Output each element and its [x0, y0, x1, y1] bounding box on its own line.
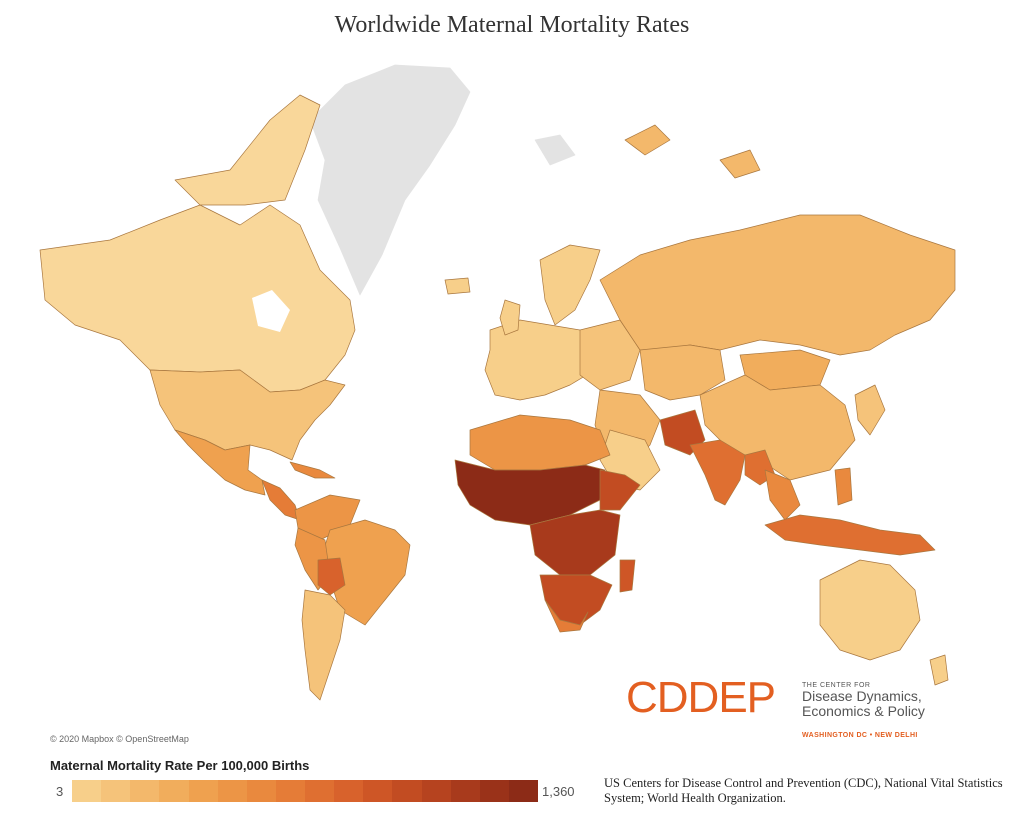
- region-philippines: [834, 467, 853, 506]
- legend-swatch: [275, 780, 305, 802]
- legend-swatch: [217, 780, 247, 802]
- region-japan-korea: [854, 384, 886, 436]
- data-source-note: US Centers for Disease Control and Preve…: [604, 776, 1003, 805]
- region-south-africa: [544, 599, 589, 633]
- legend-title: Maternal Mortality Rate Per 100,000 Birt…: [50, 758, 310, 773]
- region-russia: [599, 214, 956, 356]
- region-indochina: [764, 469, 801, 521]
- region-central-america: [261, 479, 301, 521]
- region-indonesia: [764, 514, 936, 556]
- region-greenland: [309, 64, 471, 296]
- region-bolivia: [317, 557, 346, 596]
- region-madagascar: [619, 559, 636, 593]
- region-western-europe: [484, 319, 601, 401]
- legend-max-label: 1,360: [542, 784, 575, 799]
- logo-tagline: THE CENTER FOR Disease Dynamics, Economi…: [802, 682, 1022, 719]
- region-central-africa: [529, 509, 621, 576]
- region-russia-north-islands: [624, 124, 671, 156]
- legend-swatch: [450, 780, 480, 802]
- region-north-africa: [469, 414, 611, 471]
- cddep-logo: CDDEP THE CENTER FOR Disease Dynamics, E…: [626, 673, 925, 740]
- logo-tag-line1: Disease Dynamics,: [802, 688, 922, 704]
- logo-wordmark: CDDEP: [626, 673, 776, 722]
- logo-locations: WASHINGTON DC • NEW DELHI: [802, 732, 918, 739]
- legend-swatch: [130, 780, 160, 802]
- region-iceland: [444, 277, 471, 295]
- legend-swatch: [305, 780, 335, 802]
- region-uk: [499, 299, 521, 336]
- region-scandinavia: [539, 244, 601, 326]
- region-kazakhstan: [639, 344, 726, 401]
- logo-tag-small: THE CENTER FOR: [802, 682, 871, 689]
- region-southern-africa: [539, 574, 613, 626]
- legend-swatch: [246, 780, 276, 802]
- legend-swatch: [159, 780, 189, 802]
- legend-swatch: [188, 780, 218, 802]
- legend-swatch: [101, 780, 131, 802]
- legend-swatch: [334, 780, 364, 802]
- region-new-zealand: [929, 654, 949, 686]
- region-argentina-chile: [301, 589, 346, 701]
- region-caribbean: [289, 461, 336, 479]
- region-hudson-bay: [252, 290, 290, 332]
- region-canada: [39, 204, 356, 393]
- legend-swatch: [392, 780, 422, 802]
- legend-swatch: [72, 780, 102, 802]
- region-india: [689, 439, 746, 506]
- legend-swatch: [479, 780, 509, 802]
- region-horn-of-africa: [599, 469, 641, 511]
- map-title: Worldwide Maternal Mortality Rates: [334, 12, 690, 38]
- legend-min-label: 3: [56, 784, 64, 799]
- logo-tag-line2: Economics & Policy: [802, 703, 925, 719]
- map-attribution[interactable]: © 2020 Mapbox © OpenStreetMap: [50, 734, 189, 744]
- region-russia-arctic: [719, 149, 761, 179]
- region-mexico: [174, 429, 266, 496]
- region-arctic-islands: [174, 94, 321, 206]
- region-sahel-west-africa: [454, 459, 606, 526]
- region-australia: [819, 559, 921, 661]
- legend-swatch: [363, 780, 393, 802]
- legend-swatch: [508, 780, 538, 802]
- legend-color-scale: [72, 780, 538, 802]
- region-svalbard: [534, 134, 576, 166]
- legend-swatch: [421, 780, 451, 802]
